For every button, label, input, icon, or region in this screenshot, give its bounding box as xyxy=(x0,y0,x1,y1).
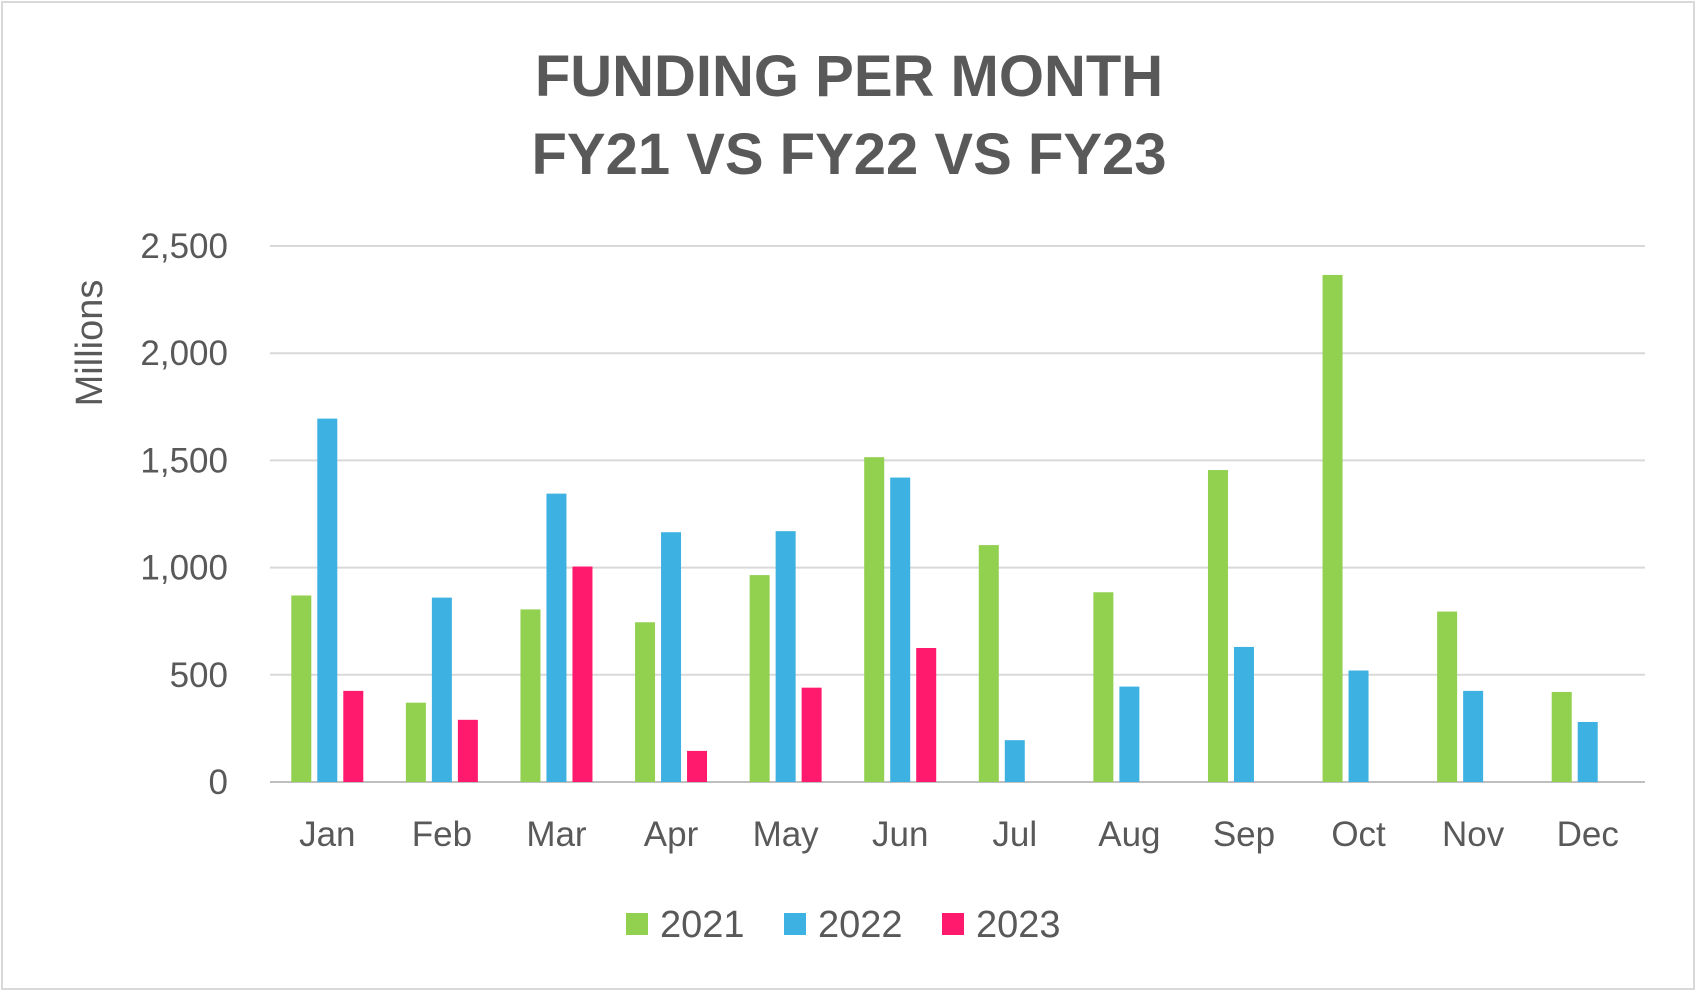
x-tick-label: Feb xyxy=(412,815,472,854)
bar-2022-aug xyxy=(1119,686,1140,782)
bar-2021-oct xyxy=(1322,274,1343,782)
bar-2022-nov xyxy=(1463,690,1484,782)
x-tick-label: Aug xyxy=(1098,815,1160,854)
bar-2021-may xyxy=(749,575,770,782)
bar-2023-mar xyxy=(572,566,593,782)
y-tick-label: 2,000 xyxy=(140,334,228,373)
chart-title-line-1: FUNDING PER MONTH xyxy=(535,44,1163,109)
bar-2022-may xyxy=(775,531,796,782)
bar-2021-sep xyxy=(1207,470,1228,782)
legend-label: 2022 xyxy=(818,904,903,946)
bar-2022-sep xyxy=(1233,646,1254,782)
y-tick-label: 0 xyxy=(209,763,228,802)
x-tick-label: May xyxy=(753,815,820,854)
legend: 2021 2022 2023 xyxy=(626,904,1061,946)
bar-2021-nov xyxy=(1437,611,1458,782)
legend-swatch-2022 xyxy=(784,913,806,935)
x-tick-label: Dec xyxy=(1557,815,1619,854)
y-axis-label: Millions xyxy=(69,280,111,407)
legend-swatch-2021 xyxy=(626,913,648,935)
x-tick-label: Apr xyxy=(644,815,699,854)
bar-2023-feb xyxy=(457,719,478,782)
y-axis-ticks: 0 500 1,000 1,500 2,000 2,500 xyxy=(140,227,228,802)
bar-2021-apr xyxy=(635,622,656,782)
bar-2023-may xyxy=(801,687,822,782)
bar-2022-jul xyxy=(1004,740,1025,782)
bar-2021-dec xyxy=(1551,691,1572,782)
bar-2023-jan xyxy=(343,690,364,782)
x-tick-label: Nov xyxy=(1442,815,1505,854)
x-tick-label: Jul xyxy=(992,815,1037,854)
legend-label: 2021 xyxy=(660,904,745,946)
x-tick-label: Sep xyxy=(1213,815,1275,854)
bar-2022-jan xyxy=(317,418,338,782)
chart-title-line-2: FY21 VS FY22 VS FY23 xyxy=(531,122,1166,187)
x-tick-label: Mar xyxy=(526,815,587,854)
legend-label: 2023 xyxy=(976,904,1061,946)
gridlines xyxy=(270,245,1645,783)
bar-2021-jul xyxy=(978,545,999,782)
bar-2021-aug xyxy=(1093,592,1114,782)
bar-2022-mar xyxy=(546,493,567,782)
bar-2021-mar xyxy=(520,609,541,782)
legend-swatch-2023 xyxy=(942,913,964,935)
y-tick-label: 1,500 xyxy=(140,441,228,480)
bar-2022-dec xyxy=(1577,721,1598,782)
bar-2021-jun xyxy=(864,457,885,782)
y-tick-label: 2,500 xyxy=(140,227,228,266)
bar-2023-apr xyxy=(687,750,708,782)
bar-2023-jun xyxy=(916,648,937,782)
x-tick-label: Jan xyxy=(299,815,355,854)
bar-2021-jan xyxy=(291,595,312,782)
bars xyxy=(291,274,1598,782)
x-tick-label: Jun xyxy=(872,815,928,854)
bar-2022-jun xyxy=(890,477,911,782)
x-axis-ticks: Jan Feb Mar Apr May Jun Jul Aug Sep Oct Nov Dec xyxy=(299,815,1619,854)
bar-2022-feb xyxy=(431,597,452,782)
x-tick-label: Oct xyxy=(1331,815,1386,854)
y-tick-label: 500 xyxy=(170,656,228,695)
y-tick-label: 1,000 xyxy=(140,549,228,588)
bar-2021-feb xyxy=(405,702,426,782)
bar-2022-apr xyxy=(661,532,682,782)
bar-2022-oct xyxy=(1348,670,1369,782)
